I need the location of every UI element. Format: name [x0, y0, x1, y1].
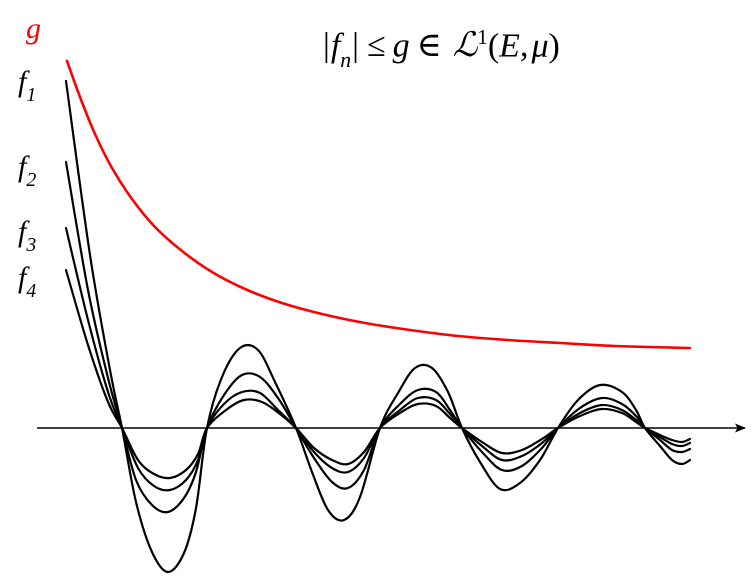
- element-of-operator: ∈: [416, 27, 442, 65]
- curve-f3: [64, 226, 692, 492]
- curve-label-f3: f3: [18, 215, 37, 257]
- curve-label-f2-subscript: 2: [26, 169, 37, 192]
- curve-label-f1-base: f: [18, 65, 27, 98]
- comma-separator: ,: [519, 27, 529, 65]
- curve-label-f3-base: f: [18, 215, 27, 248]
- curve-g: [65, 59, 692, 350]
- script-l-symbol: ℒ: [452, 25, 478, 66]
- curve-label-f1-subscript: 1: [26, 84, 37, 107]
- g-letter: g: [392, 27, 410, 65]
- f-subscript-n: n: [340, 48, 352, 73]
- curve-label-f2-base: f: [18, 150, 27, 183]
- curve-label-f4-subscript: 4: [26, 280, 37, 303]
- leq-operator: ≤: [366, 27, 386, 65]
- abs-close-bar: |: [352, 27, 359, 65]
- abs-open-bar: |: [323, 27, 330, 65]
- curve-label-f4-base: f: [18, 261, 27, 294]
- curve-f2: [64, 160, 692, 514]
- curve-f1: [64, 79, 692, 574]
- paren-open: (: [487, 27, 500, 65]
- curve-label-f3-subscript: 3: [26, 234, 37, 257]
- exponent-one: 1: [477, 25, 488, 49]
- paren-close: ): [548, 27, 560, 65]
- curve-label-g-base: g: [26, 12, 41, 45]
- curve-label-f1: f1: [18, 65, 37, 107]
- curve-label-g: g: [26, 14, 41, 44]
- curve-label-f2: f2: [18, 150, 37, 192]
- title-formula: |fn| ≤ g ∈ ℒ1(E,μ): [322, 25, 560, 73]
- curve-label-f4: f4: [18, 261, 37, 303]
- f-letter: f: [330, 27, 341, 65]
- set-letter-e: E: [499, 27, 520, 65]
- measure-letter-mu: μ: [531, 27, 549, 65]
- curve-f4: [64, 268, 692, 480]
